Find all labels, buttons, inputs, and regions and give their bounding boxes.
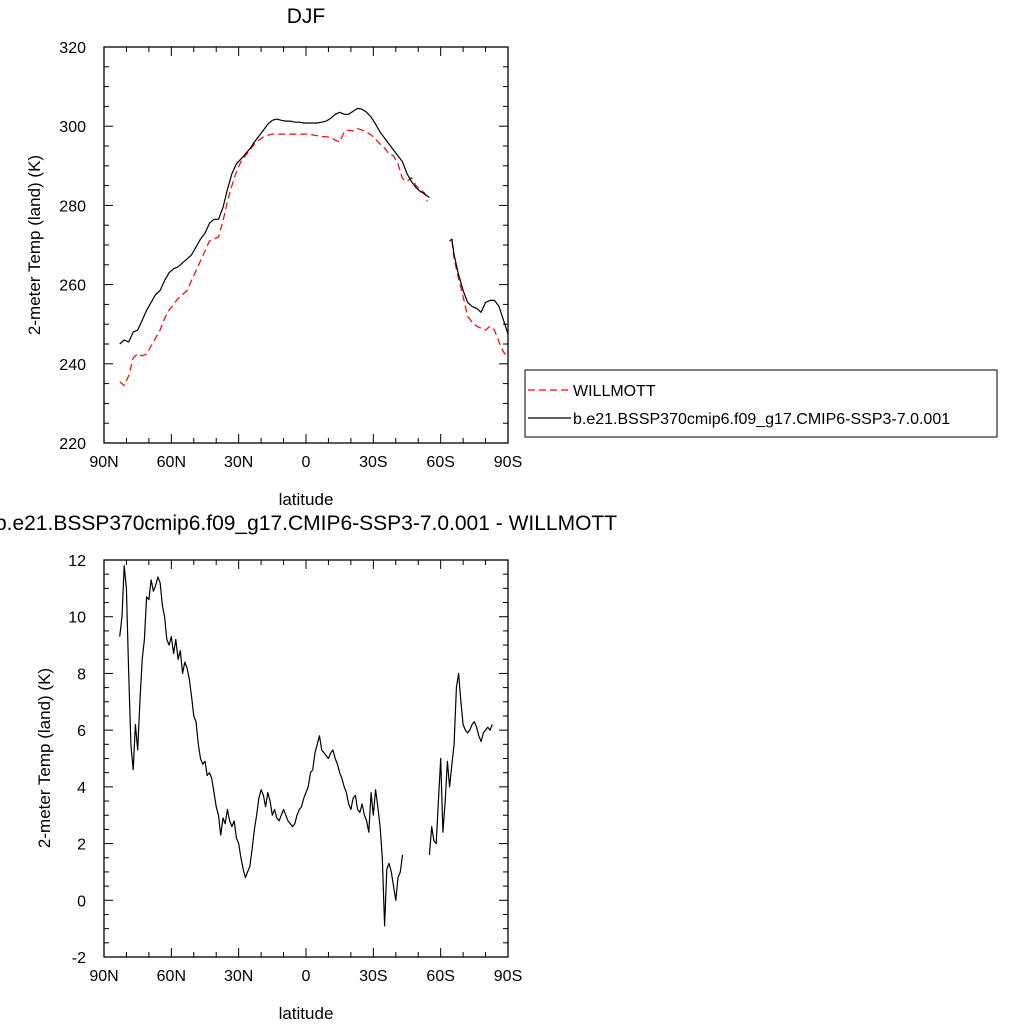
x-tick-label: 30N (224, 454, 253, 471)
chart-title: DJF (287, 5, 326, 28)
y-tick-label: -2 (72, 950, 86, 967)
series-line-model (449, 238, 509, 335)
x-tick-label: 60S (426, 454, 454, 471)
x-tick-label: 0 (302, 454, 311, 471)
y-tick-label: 2 (77, 837, 86, 854)
y-tick-label: 4 (77, 780, 86, 797)
series-line-willmott (451, 240, 509, 359)
legend: WILLMOTT b.e21.BSSP370cmip6.f09_g17.CMIP… (524, 369, 998, 438)
panel-difference: b.e21.BSSP370cmip6.f09_g17.CMIP6-SSP3-7.… (0, 512, 617, 1023)
chart-title: b.e21.BSSP370cmip6.f09_g17.CMIP6-SSP3-7.… (0, 512, 617, 535)
y-axis-label: 2-meter Temp (land) (K) (35, 668, 54, 848)
legend-label-model: b.e21.BSSP370cmip6.f09_g17.CMIP6-SSP3-7.… (573, 411, 950, 428)
y-tick-label: 12 (68, 553, 86, 570)
y-tick-label: 220 (59, 436, 86, 453)
tick-labels: 90N 60N 30N 0 30S 60S 90S -2 0 2 4 6 8 10 12 (68, 553, 522, 985)
x-axis-label: latitude (279, 490, 334, 509)
x-tick-label: 30N (224, 968, 253, 985)
x-tick-label: 30S (359, 968, 387, 985)
y-tick-label: 260 (59, 278, 86, 295)
y-tick-label: 6 (77, 723, 86, 740)
panel-djf: DJF 90N 60N 30N 0 30S 60S 90S 220 240 260 280 300 32… (25, 5, 522, 509)
tick-labels: 90N 60N 30N 0 30S 60S 90S 220 240 260 280 300 320 (59, 40, 522, 471)
y-tick-label: 300 (59, 119, 86, 136)
series-lines (119, 107, 509, 387)
y-tick-label: 240 (59, 357, 86, 374)
series-line-difference (428, 672, 493, 855)
y-tick-label: 0 (77, 893, 86, 910)
y-axis-label: 2-meter Temp (land) (K) (25, 155, 44, 335)
x-tick-label: 90N (89, 454, 118, 471)
x-tick-label: 90S (494, 454, 522, 471)
legend-label-willmott: WILLMOTT (573, 383, 656, 400)
series-line-difference (119, 565, 404, 927)
plot-frame (103, 46, 509, 444)
y-tick-label: 320 (59, 40, 86, 57)
series-line-model (119, 107, 430, 345)
x-tick-label: 30S (359, 454, 387, 471)
y-tick-label: 8 (77, 666, 86, 683)
axis-ticks (103, 46, 509, 444)
x-tick-label: 60N (157, 454, 186, 471)
x-tick-label: 60N (157, 968, 186, 985)
x-tick-label: 90S (494, 968, 522, 985)
series-line-willmott (119, 128, 428, 387)
x-tick-label: 90N (89, 968, 118, 985)
axis-ticks (103, 559, 509, 958)
legend-box (524, 369, 998, 438)
x-tick-label: 60S (426, 968, 454, 985)
x-tick-label: 0 (302, 968, 311, 985)
y-tick-label: 10 (68, 610, 86, 627)
series-lines (119, 565, 493, 927)
x-axis-label: latitude (279, 1004, 334, 1023)
y-tick-label: 280 (59, 198, 86, 215)
